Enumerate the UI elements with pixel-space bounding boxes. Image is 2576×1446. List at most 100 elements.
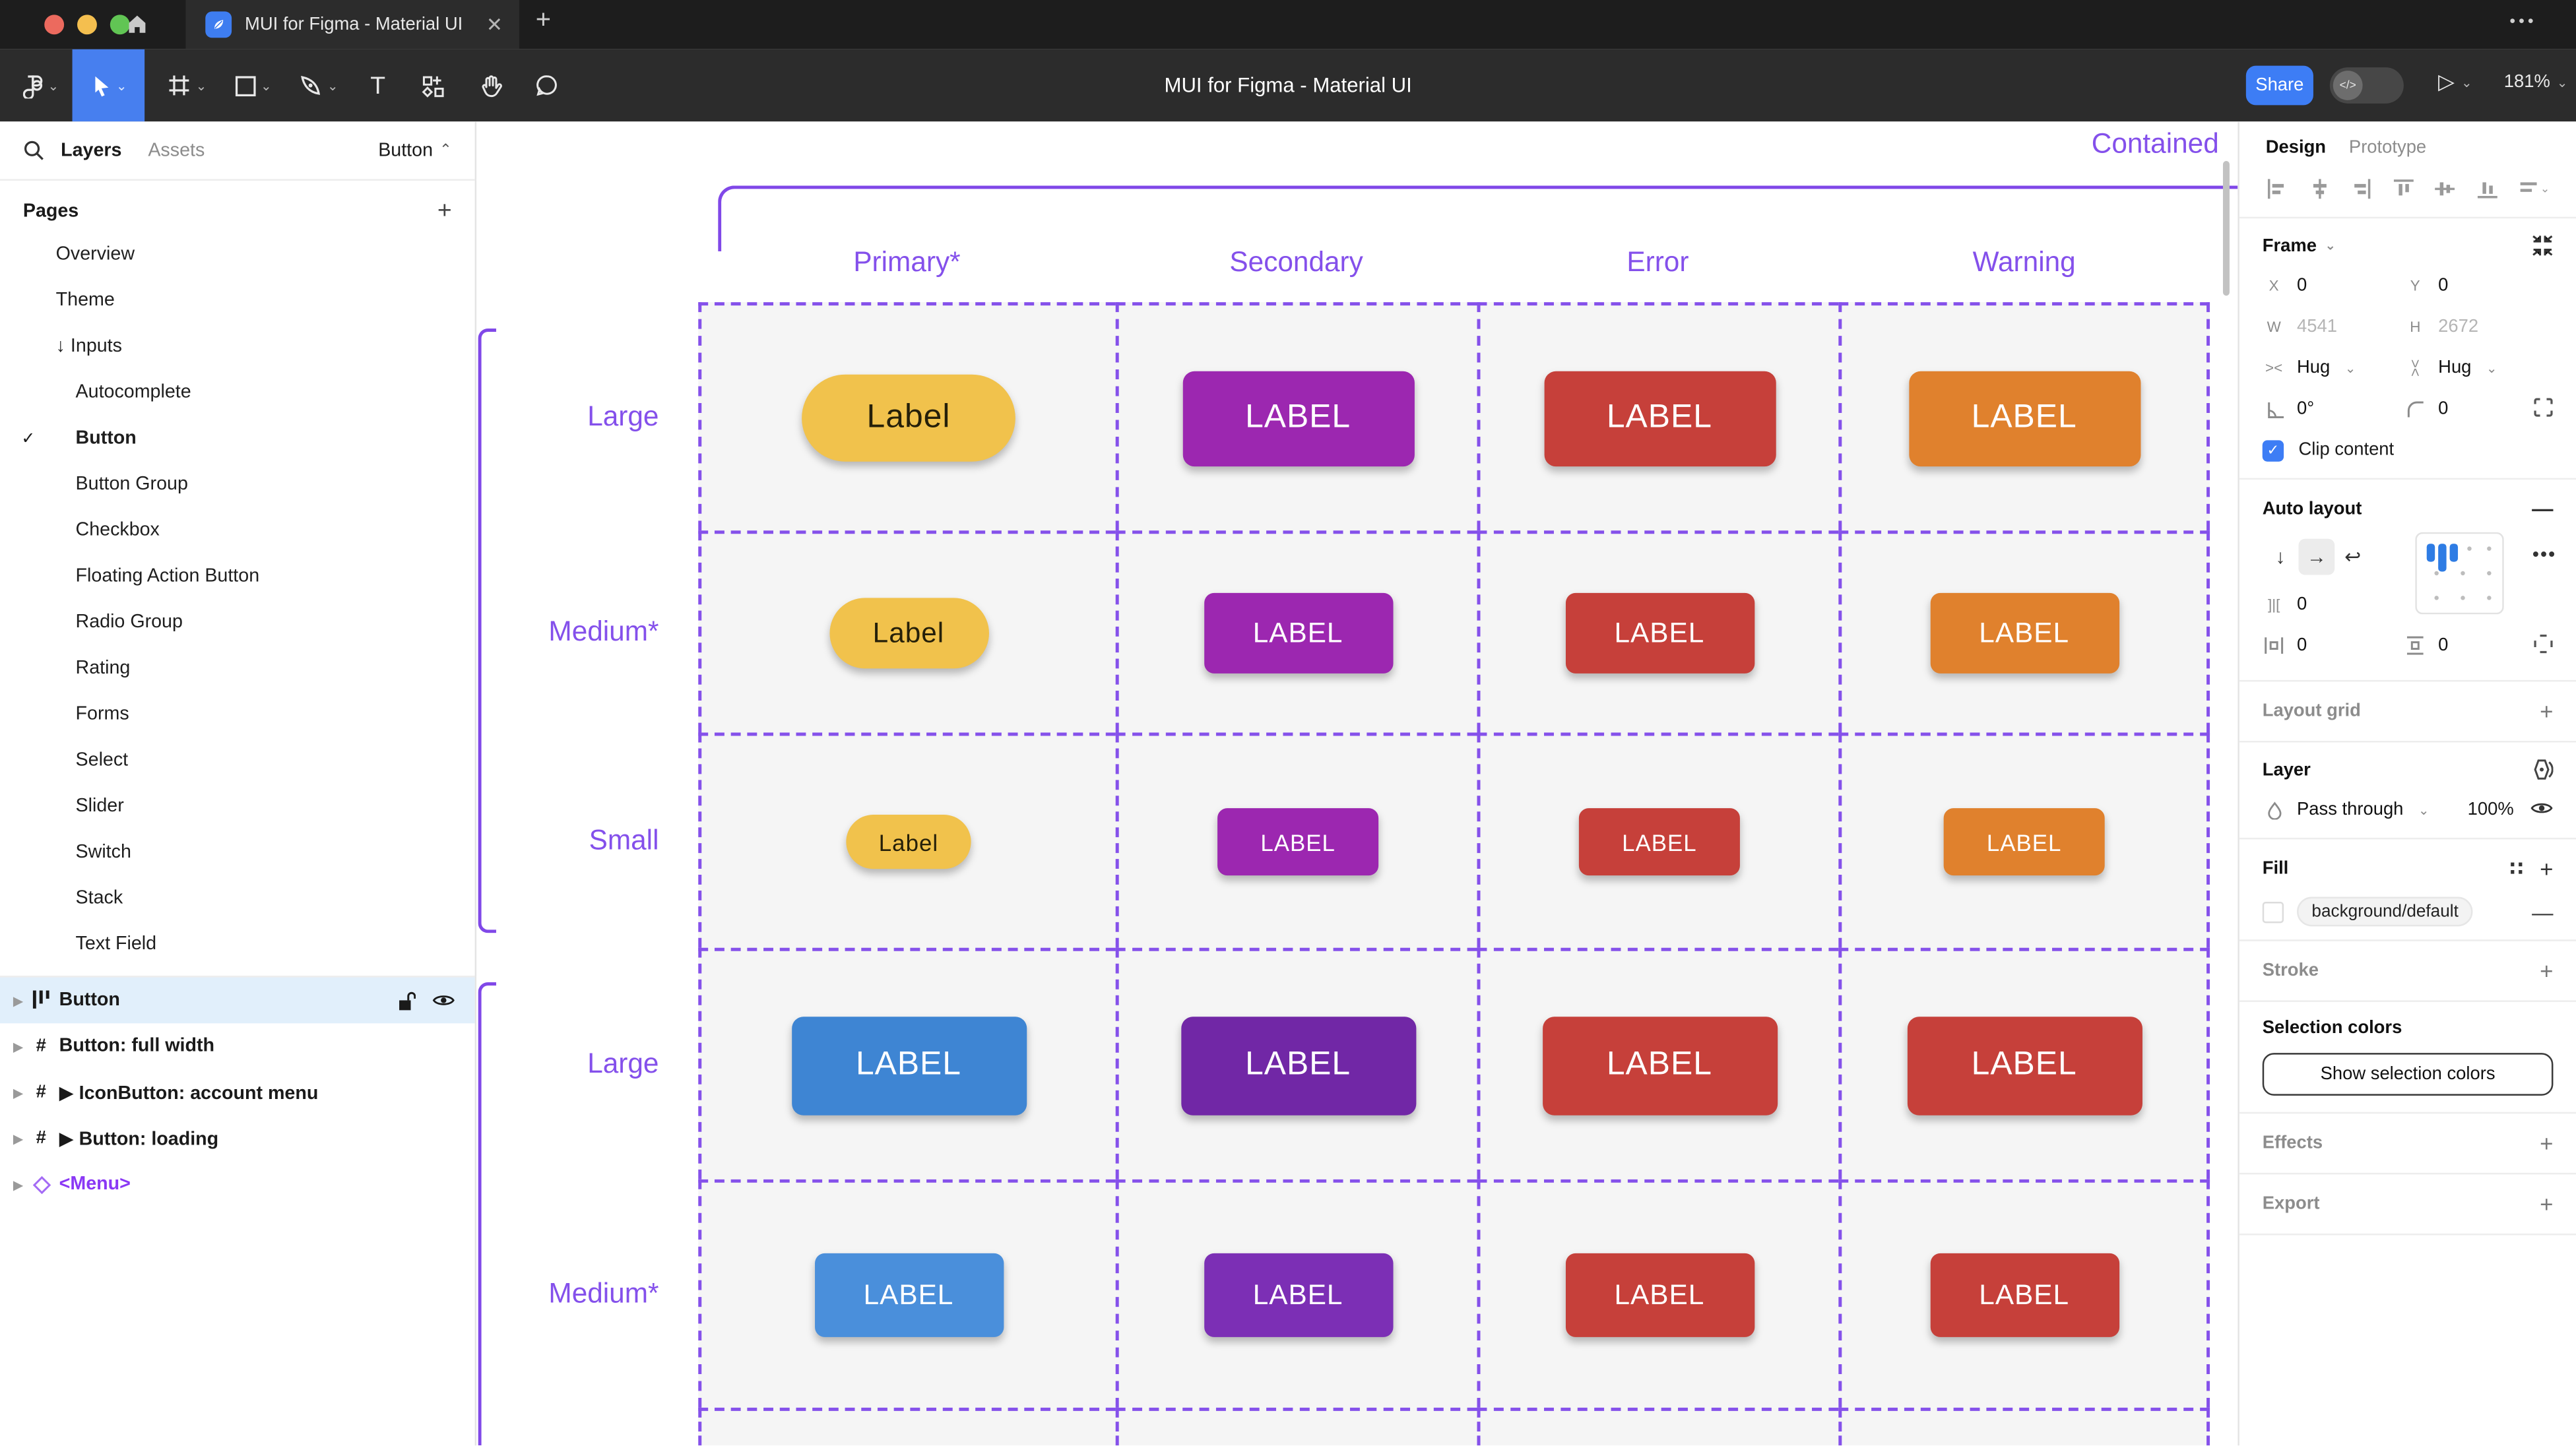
pen-tool-button[interactable]: ⌄	[289, 49, 348, 122]
page-item[interactable]: Rating	[75, 658, 131, 679]
width-field[interactable]: W 4541	[2267, 317, 2337, 337]
label-button[interactable]: LABEL	[1906, 1016, 2142, 1115]
page-selector[interactable]: Button ⌃	[378, 140, 452, 160]
label-button[interactable]: LABEL	[1203, 592, 1393, 674]
minimize-window-button[interactable]	[77, 15, 97, 35]
remove-fill-button[interactable]: —	[2532, 899, 2554, 924]
page-item[interactable]: Select	[75, 750, 129, 770]
height-field[interactable]: H 2672	[2410, 317, 2479, 337]
layer-row-frame[interactable]: ▶ # ▶ IconButton: account menu	[13, 1082, 319, 1104]
horizontal-padding-field[interactable]: 0	[2263, 636, 2404, 656]
layout-wrap-button[interactable]: ↩	[2344, 545, 2362, 569]
expand-chevron-icon[interactable]: ▶	[13, 1131, 24, 1146]
corner-radius-field[interactable]: 0	[2404, 399, 2545, 419]
tab-layers[interactable]: Layers	[61, 140, 122, 160]
align-left-icon[interactable]	[2266, 177, 2289, 201]
vertical-sizing-dropdown[interactable]: >< Hug ⌄	[2404, 358, 2545, 378]
tab-design[interactable]: Design	[2265, 138, 2327, 158]
page-item[interactable]: Button Group	[75, 474, 188, 495]
fill-color-swatch[interactable]	[2262, 900, 2284, 923]
label-button[interactable]: LABEL	[1182, 370, 1414, 466]
label-button[interactable]: LABEL	[1578, 808, 1740, 876]
label-button[interactable]: LABEL	[1929, 592, 2119, 674]
expand-chevron-icon[interactable]: ▶	[13, 1038, 24, 1054]
add-export-button[interactable]: +	[2540, 1191, 2554, 1218]
blend-mode-icon[interactable]	[2530, 759, 2554, 780]
label-button[interactable]: LABEL	[790, 1016, 1027, 1115]
frame-title[interactable]: Contained	[2091, 128, 2219, 160]
share-button[interactable]: Share	[2245, 65, 2313, 106]
layer-row-button[interactable]: ▶ Button	[0, 977, 475, 1024]
collapse-panel-icon[interactable]	[2532, 235, 2553, 256]
home-icon[interactable]	[125, 11, 149, 44]
page-item[interactable]: Floating Action Button	[75, 567, 260, 586]
vertical-padding-field[interactable]: 0	[2404, 636, 2545, 656]
page-item[interactable]: Stack	[75, 889, 123, 908]
figma-main-menu-button[interactable]: ⌄	[13, 49, 69, 122]
rotation-field[interactable]: 0°	[2263, 399, 2404, 419]
page-item[interactable]: Switch	[75, 842, 131, 863]
add-fill-button[interactable]: +	[2540, 856, 2554, 883]
align-right-icon[interactable]	[2350, 177, 2373, 201]
layout-horizontal-button[interactable]: →	[2298, 538, 2335, 575]
alignment-widget[interactable]	[2415, 532, 2504, 619]
page-item[interactable]: Radio Group	[75, 612, 183, 633]
page-item[interactable]: Text Field	[75, 934, 157, 955]
shape-tool-button[interactable]: ⌄	[224, 49, 283, 122]
label-button[interactable]: LABEL	[1543, 370, 1776, 466]
label-button[interactable]: LABEL	[1217, 808, 1379, 876]
label-button[interactable]: LABEL	[1908, 370, 2141, 466]
layout-vertical-button[interactable]: ↓	[2275, 545, 2286, 569]
label-button[interactable]: LABEL	[1943, 808, 2105, 876]
page-item[interactable]: Checkbox	[75, 520, 160, 541]
hand-tool-button[interactable]	[467, 49, 516, 122]
add-page-button[interactable]: +	[437, 197, 452, 226]
comment-tool-button[interactable]	[523, 49, 572, 122]
label-button[interactable]: LABEL	[1180, 1016, 1416, 1115]
independent-padding-icon[interactable]	[2534, 633, 2554, 658]
label-button[interactable]: Label	[802, 374, 1015, 462]
independent-corners-icon[interactable]	[2534, 396, 2554, 421]
label-button[interactable]: LABEL	[1541, 1016, 1777, 1115]
align-bottom-icon[interactable]	[2475, 177, 2498, 201]
page-item[interactable]: ↓ Inputs	[55, 336, 122, 357]
distribute-menu-icon[interactable]: ⌄	[2517, 177, 2550, 201]
gap-field[interactable]: ]|[0	[2263, 594, 2404, 614]
page-item-current[interactable]: ✓ Button	[21, 428, 137, 449]
align-top-icon[interactable]	[2391, 177, 2414, 201]
expand-chevron-icon[interactable]: ▶	[13, 1177, 24, 1192]
close-window-button[interactable]	[44, 15, 65, 35]
present-button[interactable]: ▷ ⌄	[2438, 69, 2472, 94]
add-stroke-button[interactable]: +	[2540, 957, 2554, 984]
frame-section-title[interactable]: Frame ⌄	[2263, 235, 2554, 256]
page-item[interactable]: Forms	[75, 705, 129, 725]
text-tool-button[interactable]: T	[370, 71, 386, 100]
label-button[interactable]: LABEL	[1203, 1253, 1393, 1337]
window-more-icon[interactable]: •••	[2509, 13, 2537, 32]
page-item[interactable]: Theme	[55, 290, 115, 311]
align-vertical-center-icon[interactable]	[2433, 177, 2457, 201]
layer-row-frame[interactable]: ▶ # ▶ Button: loading	[13, 1128, 219, 1150]
new-tab-button[interactable]: +	[535, 6, 552, 35]
page-item[interactable]: Slider	[75, 796, 124, 817]
layer-row-frame[interactable]: ▶ # Button: full width	[13, 1036, 215, 1057]
expand-chevron-icon[interactable]: ▶	[13, 1084, 24, 1100]
horizontal-sizing-dropdown[interactable]: >< Hug ⌄	[2263, 358, 2404, 378]
layer-row-instance[interactable]: ▶ <Menu>	[13, 1174, 131, 1195]
tab-assets[interactable]: Assets	[148, 140, 205, 160]
show-selection-colors-button[interactable]: Show selection colors	[2262, 1053, 2554, 1096]
dev-mode-toggle[interactable]: </>	[2329, 67, 2404, 104]
opacity-field[interactable]: 100%	[2467, 800, 2514, 820]
remove-auto-layout-button[interactable]: —	[2532, 495, 2554, 521]
move-tool-button[interactable]: ⌄	[72, 49, 145, 122]
maximize-window-button[interactable]	[110, 15, 130, 35]
unlock-icon[interactable]	[398, 990, 416, 1011]
search-icon[interactable]	[23, 140, 44, 161]
canvas-scrollbar[interactable]	[2222, 161, 2230, 296]
document-tab[interactable]: MUI for Figma - Material UI ✕	[185, 0, 519, 49]
fill-style-token[interactable]: background/default	[2297, 896, 2474, 927]
label-button[interactable]: Label	[846, 815, 971, 869]
auto-layout-more-icon[interactable]: •••	[2532, 545, 2557, 565]
